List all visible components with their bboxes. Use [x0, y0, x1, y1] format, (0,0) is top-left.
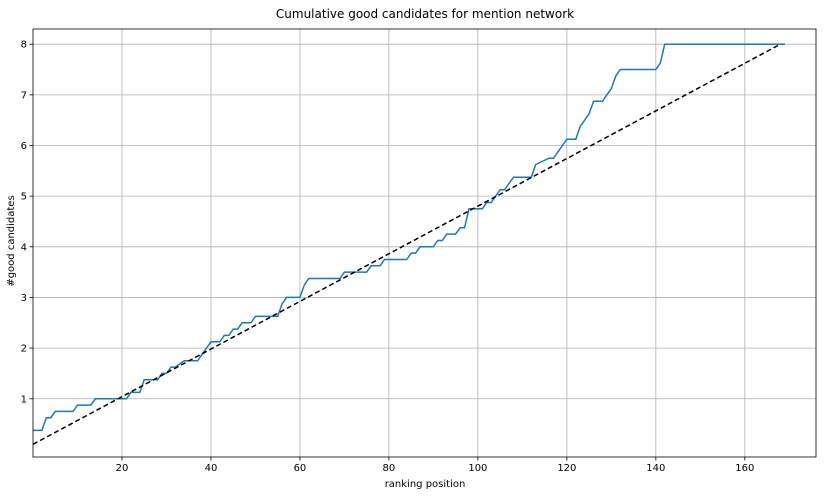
x-axis-ticks: 20 40 60 80 100 120 140 160 — [116, 457, 754, 474]
x-tick-label: 120 — [557, 463, 576, 474]
series-layer — [32, 43, 785, 445]
chart-title: Cumulative good candidates for mention n… — [276, 7, 574, 21]
y-axis-label: #good candidates — [6, 195, 17, 286]
y-tick-label: 7 — [21, 90, 27, 101]
y-tick-label: 1 — [21, 394, 27, 405]
x-tick-label: 80 — [383, 463, 396, 474]
x-tick-label: 160 — [735, 463, 754, 474]
y-tick-label: 8 — [21, 40, 27, 51]
x-tick-label: 60 — [294, 463, 307, 474]
y-tick-label: 6 — [21, 141, 27, 152]
x-tick-label: 100 — [468, 463, 487, 474]
y-tick-label: 4 — [21, 242, 27, 253]
y-tick-label: 2 — [21, 344, 27, 355]
y-axis-ticks: 1 2 3 4 5 6 7 8 — [21, 40, 33, 405]
x-tick-label: 40 — [205, 463, 218, 474]
y-tick-label: 3 — [21, 293, 27, 304]
x-tick-label: 20 — [116, 463, 129, 474]
baseline-dashed-line — [32, 43, 781, 445]
x-axis-label: ranking position — [385, 479, 466, 490]
x-tick-label: 140 — [646, 463, 665, 474]
grid-lines — [33, 29, 816, 457]
plot-frame — [32, 28, 817, 458]
y-tick-label: 5 — [21, 192, 27, 203]
